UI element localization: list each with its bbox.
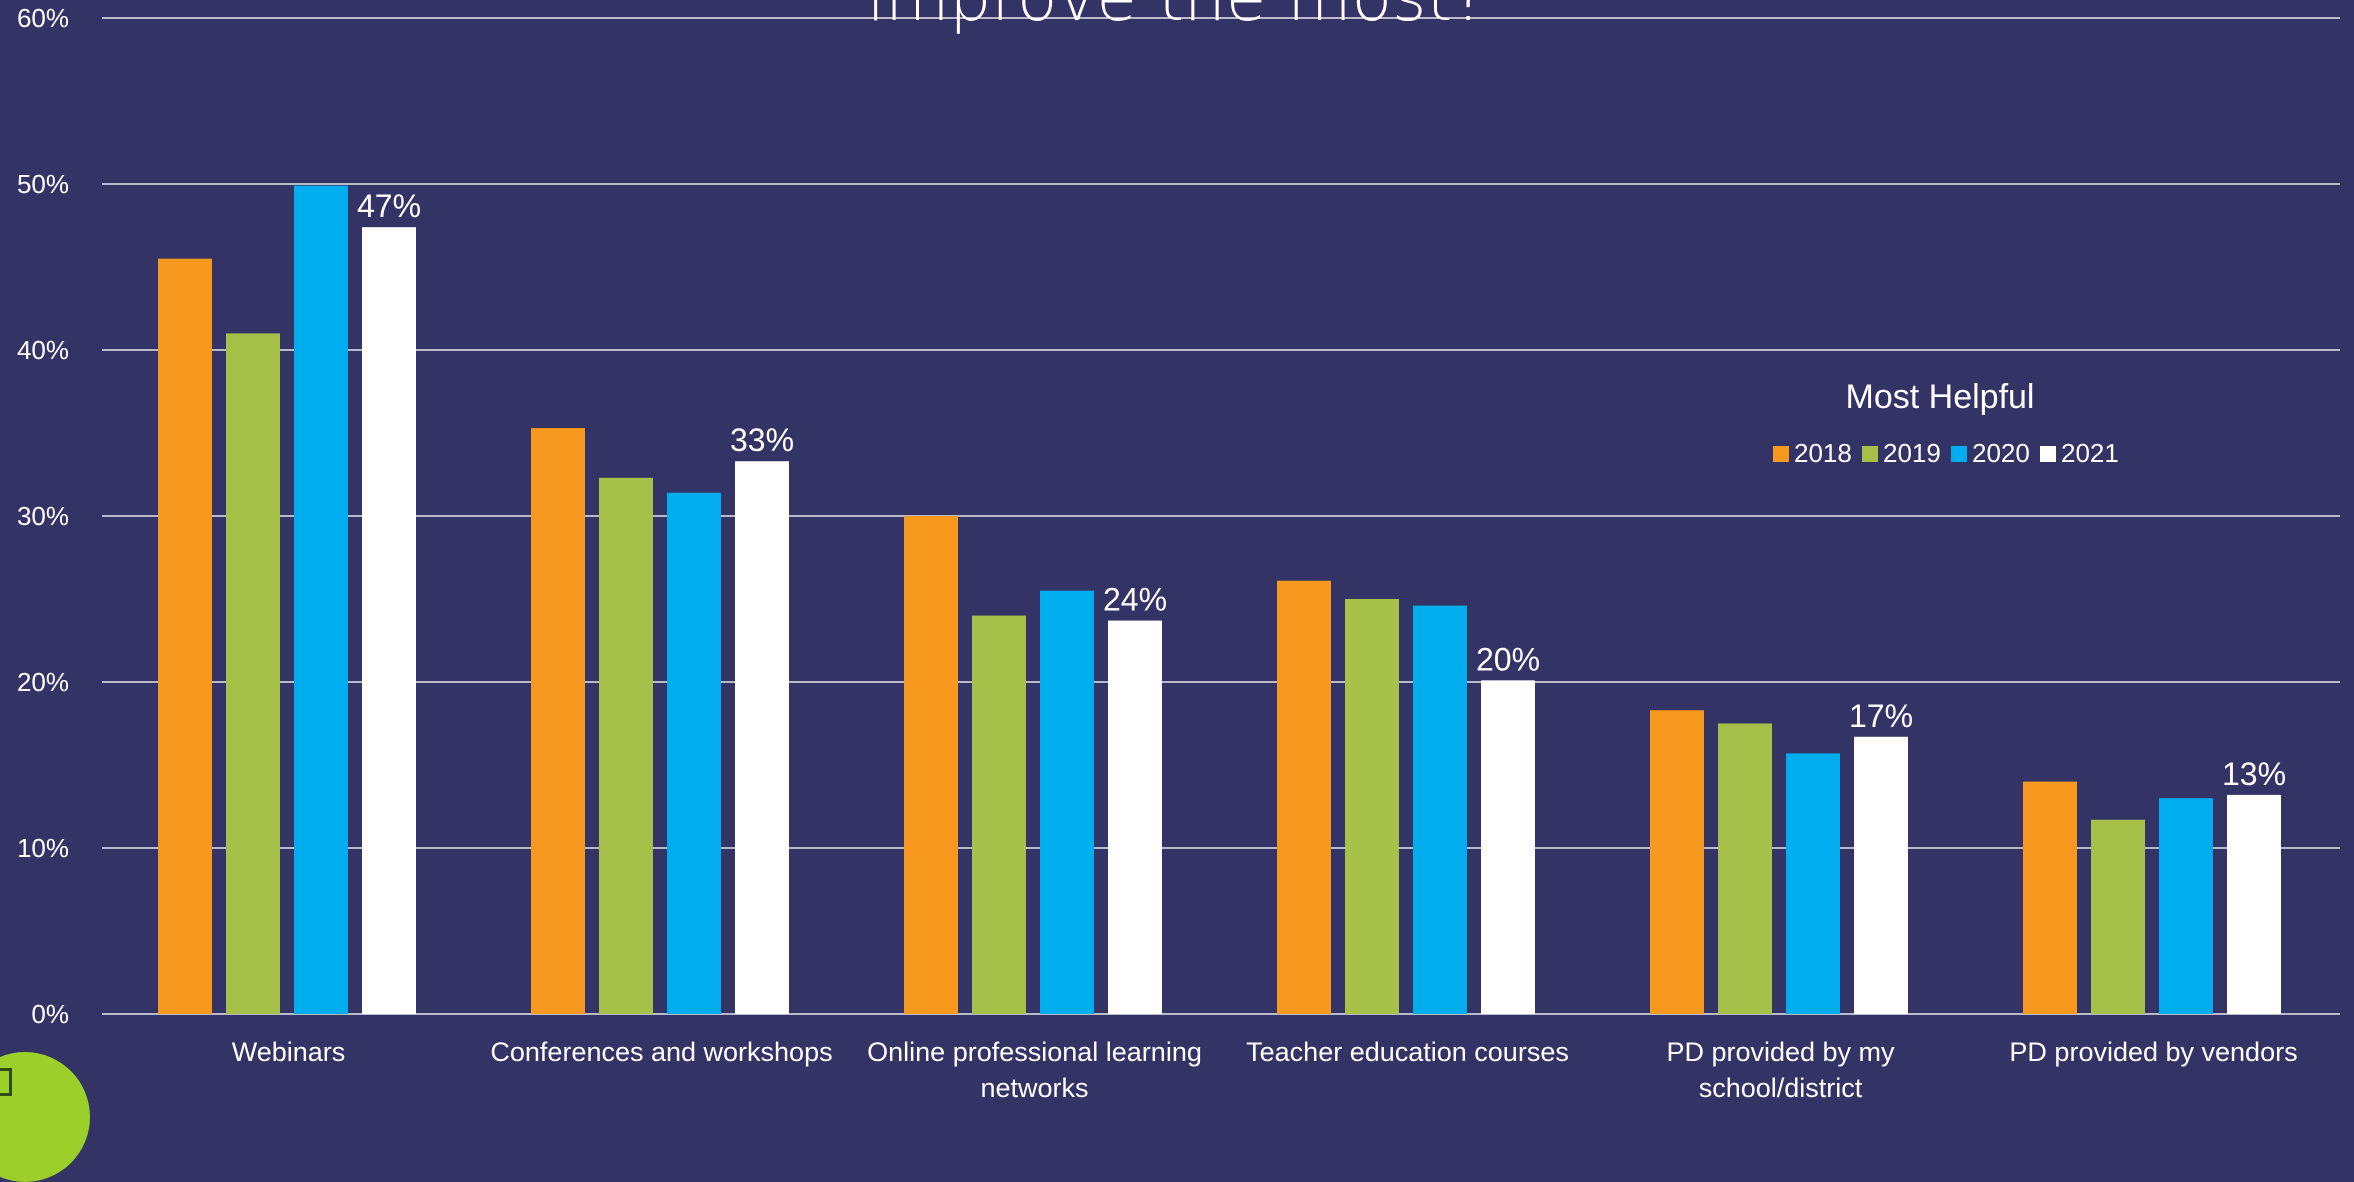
- legend-label: 2020: [1972, 438, 2030, 468]
- gridlines: [102, 17, 2340, 1015]
- bar: [2227, 794, 2281, 1014]
- category-label: Teacher education courses: [1246, 1037, 1569, 1067]
- category-label: Conferences and workshops: [490, 1037, 832, 1067]
- data-label: 47%: [357, 188, 421, 224]
- data-label: 33%: [730, 422, 794, 458]
- legend-label: 2021: [2061, 438, 2119, 468]
- legend-label: 2018: [1794, 438, 1852, 468]
- legend: Most Helpful 2018 2019 2020 2021: [1773, 378, 2119, 468]
- y-tick-label: 50%: [17, 169, 69, 199]
- legend-swatch: [1951, 446, 1967, 462]
- y-tick-label: 60%: [17, 3, 69, 33]
- y-tick-label: 40%: [17, 335, 69, 365]
- legend-label: 2019: [1883, 438, 1941, 468]
- data-labels: 47% 33% 24% 20% 17% 13%: [357, 188, 2286, 792]
- data-label: 24%: [1103, 582, 1167, 618]
- category-label: school/district: [1699, 1073, 1863, 1100]
- y-tick-label: 30%: [17, 501, 69, 531]
- bar: [1413, 605, 1467, 1014]
- bar: [1786, 753, 1840, 1014]
- y-tick-label: 20%: [17, 667, 69, 697]
- bar-chart: 0%10%20%30%40%50%60% 47%33%24%20%17%13% …: [17, 3, 2340, 1100]
- y-tick-label: 0%: [31, 999, 69, 1029]
- bar: [158, 258, 212, 1014]
- category-label: networks: [980, 1073, 1088, 1100]
- chart-title: improve the most?: [0, 0, 2354, 38]
- bar: [904, 516, 958, 1014]
- category-label: Webinars: [232, 1037, 346, 1067]
- bar: [599, 477, 653, 1014]
- bar: [1718, 723, 1772, 1014]
- legend-swatch: [1773, 446, 1789, 462]
- category-labels: Webinars Conferences and workshops Online …: [232, 1037, 2298, 1100]
- logo-mark-icon: [0, 1068, 12, 1096]
- bars: [158, 185, 2281, 1015]
- bar: [1040, 590, 1094, 1014]
- bar: [1481, 680, 1535, 1014]
- y-tick-label: 10%: [17, 833, 69, 863]
- bar: [972, 615, 1026, 1014]
- data-label: 20%: [1476, 641, 1540, 677]
- bar: [667, 492, 721, 1014]
- category-label: PD provided by vendors: [2009, 1037, 2297, 1067]
- data-label: 17%: [1849, 698, 1913, 734]
- legend-swatch: [2040, 446, 2056, 462]
- bar: [1345, 599, 1399, 1014]
- category-label: PD provided by my: [1666, 1037, 1895, 1067]
- data-label: 13%: [2222, 756, 2286, 792]
- bar: [735, 461, 789, 1015]
- bar: [294, 185, 348, 1014]
- bar: [1108, 620, 1162, 1014]
- y-axis-ticks: 0% 10% 20% 30% 40% 50% 60%: [17, 3, 69, 1029]
- legend-title: Most Helpful: [1846, 378, 2035, 416]
- bar: [226, 333, 280, 1014]
- bar: [1650, 710, 1704, 1014]
- bar: [362, 227, 416, 1014]
- bar: [2023, 781, 2077, 1014]
- bar: [1854, 736, 1908, 1014]
- category-label: Online professional learning: [867, 1037, 1202, 1067]
- bar: [531, 428, 585, 1014]
- legend-swatch: [1862, 446, 1878, 462]
- bar: [2091, 819, 2145, 1014]
- bar: [2159, 798, 2213, 1014]
- bar: [1277, 580, 1331, 1014]
